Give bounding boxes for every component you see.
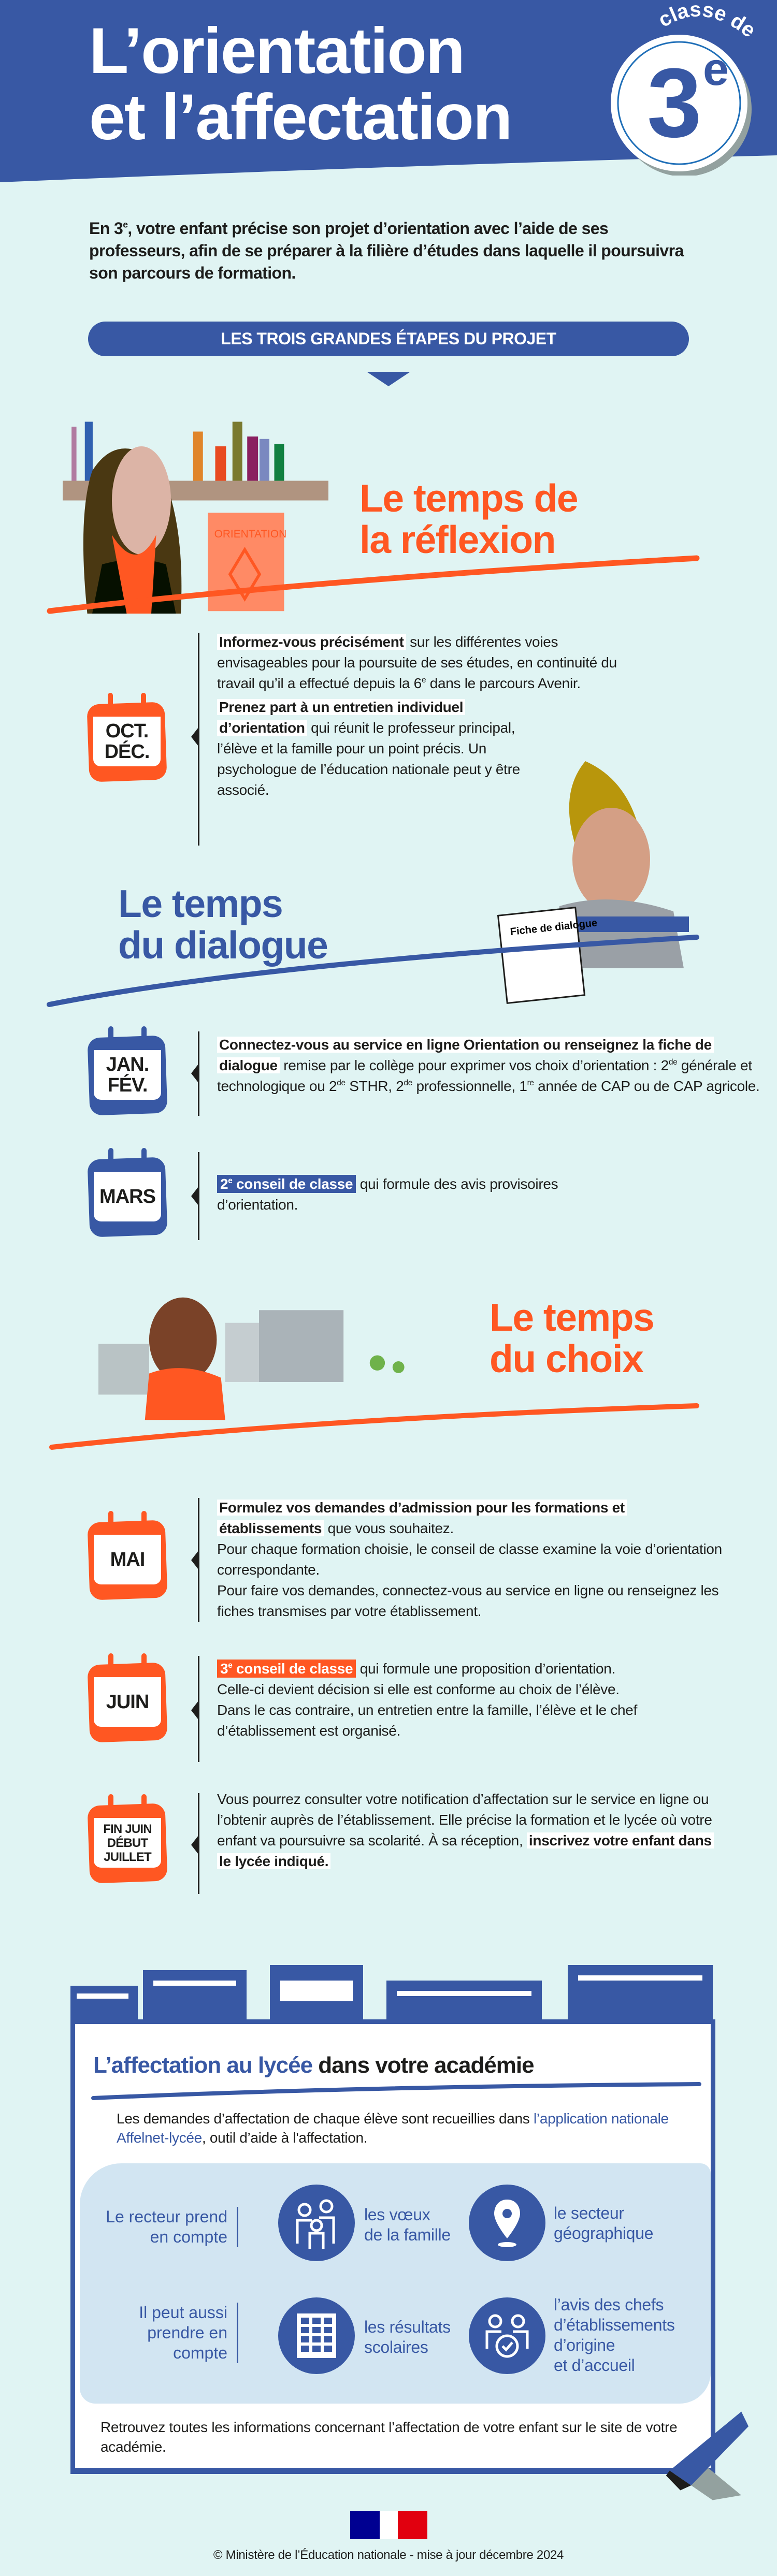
timeline-pointer [191,1064,198,1083]
event-text-oct-dec: Informez-vous précisément sur les différ… [217,634,617,798]
calendar-end-june-early-july-icon: FIN JUIN DÉBUT JUILLET [87,1794,169,1884]
criteria-text: les résultats scolaires [364,2318,451,2356]
criteria-text: l’avis des chefs d’établissements d’origin… [554,2295,675,2375]
event-text-may: Formulez vos demandes d’admission pour l… [217,1500,722,1619]
boy-and-school-illustration [98,1297,405,1420]
grades-table-icon [278,2297,355,2374]
divider-line [47,935,699,1007]
copyright: © Ministère de l’Éducation nationale - m… [213,2548,564,2562]
affelnet-link[interactable]: l’application nationale Affelnet-lycée [117,2111,669,2146]
girl-bookshelf-illustration: ORIENTATION [63,421,328,614]
timeline-line [198,1793,199,1894]
book-label: ORIENTATION [214,528,287,540]
calendar-jan-feb-icon: JAN. FÉV. [87,1026,169,1116]
section-title-choix: Le temps du choix [490,1296,655,1380]
approved-people-icon [469,2297,545,2374]
criteria-row-label: Il peut aussi prendre en compte [73,2303,238,2363]
school-skyline-illustration [70,1965,713,2022]
event-text-jan-feb: Connectez-vous au service en ligne Orien… [217,1037,760,1094]
timeline-pointer [191,1187,198,1205]
event-text-june: 3e conseil de classe qui formule une pro… [217,1660,638,1739]
timeline-pointer [191,1836,198,1854]
page-title: L’orientation et l’affectation [89,15,512,153]
class-badge: classe de 3 e [601,0,760,177]
timeline-line [198,1498,199,1622]
title-underline [91,2082,701,2100]
timeline-pointer [191,1701,198,1720]
family-icon [278,2185,355,2261]
timeline-line [198,1031,199,1116]
criteria-text: le secteur géographique [554,2204,654,2243]
divider-line [49,1403,699,1450]
criteria-row-label: Le recteur prend en compte [73,2207,238,2247]
calendar-march-icon: MARS [87,1148,169,1238]
intro-text: En 3e, votre enfant précise son projet d… [89,219,684,282]
header-banner [0,0,777,182]
calendar-june-icon: JUIN [87,1653,169,1743]
location-pin-icon [469,2185,545,2261]
down-arrow-icon [367,372,410,386]
section-title-reflexion: Le temps de la réflexion [359,476,579,561]
badge-number: 3 [647,48,702,158]
closing-text: Retrouvez toutes les informations concer… [100,2419,678,2455]
affectation-title: L’affectation au lycée dans votre académ… [93,2053,535,2078]
timeline-line [198,633,199,846]
affectation-intro: Les demandes d’affectation de chaque élè… [117,2111,669,2146]
badge-sup: e [703,43,729,95]
timeline-line [198,1656,199,1762]
marker-pen-illustration [666,2411,749,2500]
criteria-text: les vœux de la famille [364,2205,451,2244]
republique-francaise-logo [350,2511,428,2539]
boy-with-sheet-illustration: Fiche de dialogue [497,761,689,1005]
divider-line [47,555,700,614]
event-text-march: 2e conseil de classe qui formule des avi… [217,1175,558,1213]
calendar-oct-dec-icon: OCT. DÉC. [87,693,169,782]
section-title-dialogue: Le temps du dialogue [118,882,328,967]
timeline-pointer [191,727,198,746]
criteria-band [80,2163,711,2404]
timeline-line [198,1152,199,1240]
event-text-july: Vous pourrez consulter votre notificatio… [217,1789,725,1872]
steps-banner: LES TROIS GRANDES ÉTAPES DU PROJET [88,322,689,356]
calendar-may-icon: MAI [87,1511,169,1600]
timeline-pointer [191,1551,198,1569]
